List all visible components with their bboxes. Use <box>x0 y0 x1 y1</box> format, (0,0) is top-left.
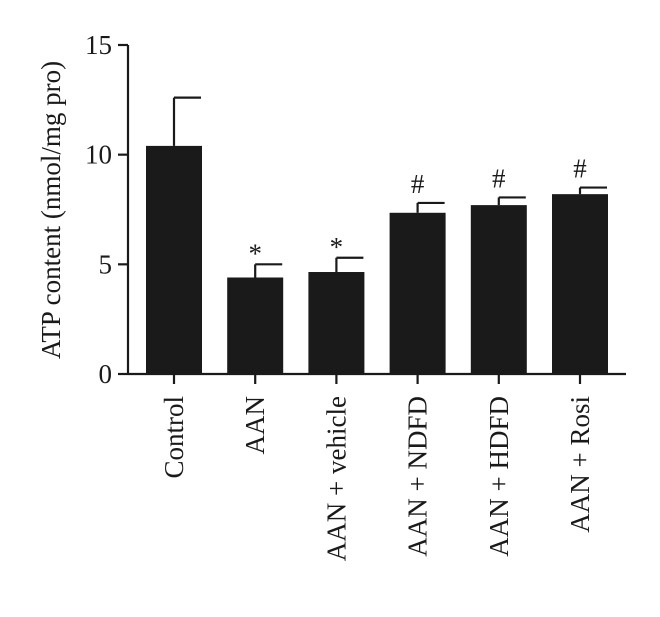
y-axis-title: ATP content (nmol/mg pro) <box>36 61 66 359</box>
x-tick-label: Control <box>159 396 189 479</box>
category-labels: Control AAN AAN + vehicle AAN + NDFD AAN + H… <box>159 396 595 561</box>
bar <box>227 277 284 374</box>
bars <box>146 145 608 374</box>
significance-labels: * * # # # <box>248 154 587 269</box>
significance-marker: # <box>573 154 587 184</box>
y-tick-label: 5 <box>99 249 113 279</box>
x-tick-label: AAN + NDFD <box>403 396 433 557</box>
significance-marker: * <box>248 238 262 268</box>
bar <box>308 272 365 374</box>
x-tick-label: AAN + HDFD <box>484 396 514 557</box>
significance-marker: # <box>411 169 425 199</box>
y-tick-label: 10 <box>85 140 112 170</box>
error-bars <box>172 96 607 278</box>
bar <box>146 145 202 374</box>
x-tick-label: AAN + vehicle <box>321 396 351 561</box>
bar <box>389 212 446 374</box>
x-axis <box>128 372 626 384</box>
bar <box>552 194 608 374</box>
x-tick-label: AAN + Rosi <box>565 396 595 533</box>
significance-marker: # <box>492 163 506 193</box>
x-tick-label: AAN <box>240 396 270 455</box>
y-tick-label: 15 <box>85 30 112 60</box>
y-axis: 0 5 10 15 <box>85 30 130 389</box>
bar <box>470 205 527 374</box>
y-tick-label: 0 <box>99 359 113 389</box>
significance-marker: * <box>330 232 344 262</box>
